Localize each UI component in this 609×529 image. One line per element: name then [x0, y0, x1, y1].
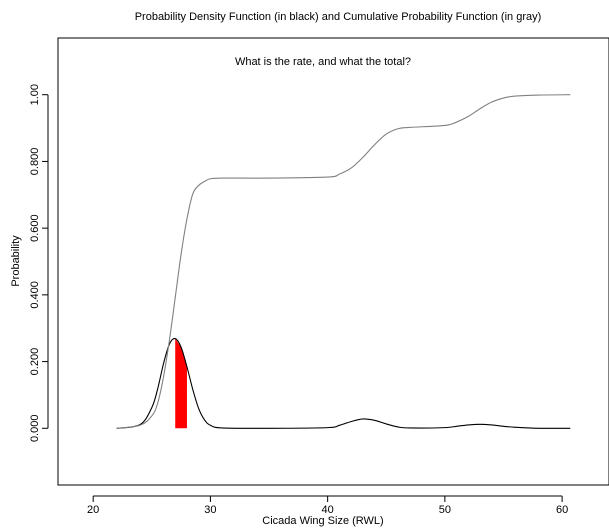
y-tick-label: 0.000	[29, 415, 41, 443]
x-axis: 20 30 40 50 60	[87, 495, 568, 516]
y-tick-label: 0.800	[29, 148, 41, 176]
x-tick-label: 20	[87, 504, 99, 516]
x-axis-label: Cicada Wing Size (RWL)	[262, 515, 383, 527]
chart-title: Probability Density Function (in black) …	[135, 11, 542, 23]
x-tick-label: 60	[556, 504, 568, 516]
x-tick-label: 30	[204, 504, 216, 516]
x-tick-label: 40	[322, 504, 334, 516]
pdf-curve	[116, 337, 571, 429]
shaded-region	[175, 338, 187, 429]
x-tick-label: 50	[439, 504, 451, 516]
plot-frame	[57, 37, 609, 486]
plot-area	[116, 94, 571, 429]
y-axis: 0.000 0.200 0.400 0.600 0.800 1.00	[29, 84, 49, 443]
chart-annotation: What is the rate, and what the total?	[235, 56, 411, 68]
y-tick-label: 0.600	[29, 214, 41, 242]
y-axis-label: Probability	[10, 235, 22, 287]
y-tick-label: 1.00	[29, 84, 41, 105]
y-tick-label: 0.400	[29, 281, 41, 309]
y-tick-label: 0.200	[29, 348, 41, 376]
cdf-curve	[116, 94, 571, 429]
